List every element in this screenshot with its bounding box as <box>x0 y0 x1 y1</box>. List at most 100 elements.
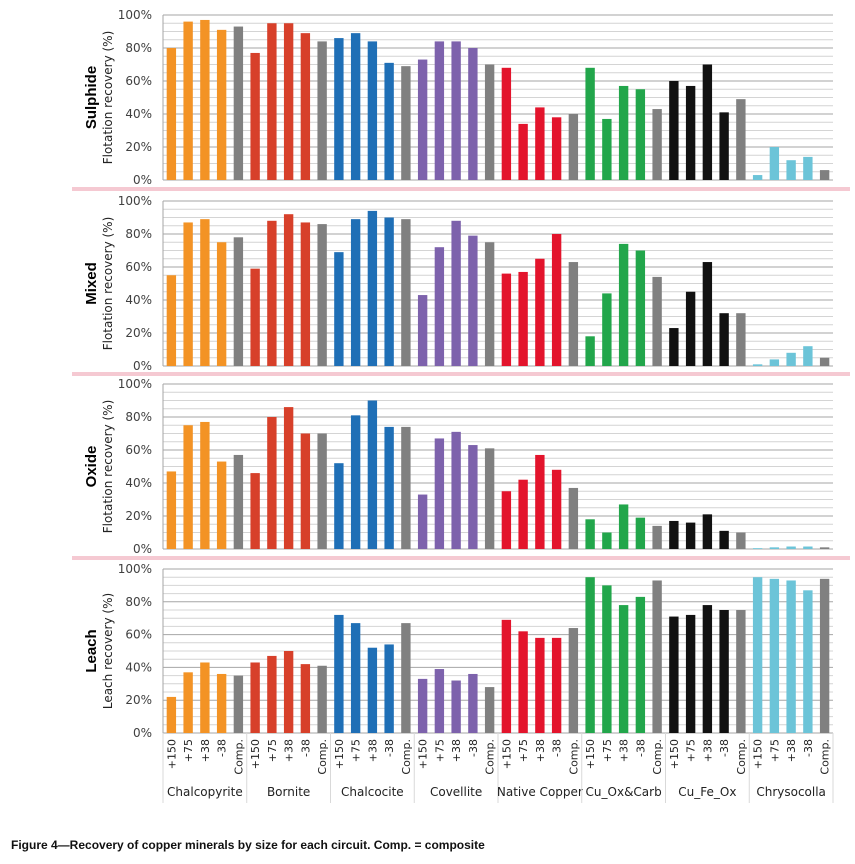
bar-sulphide-cu-ox-carb-plus75 <box>602 118 612 180</box>
bar-leach-chrysocolla-plus75 <box>769 578 780 733</box>
panel-separator <box>72 556 850 560</box>
bar-mixed-cu-fe-ox-minus38 <box>719 313 729 366</box>
bar-mixed-bornite-minus38 <box>300 222 311 366</box>
bar-sulphide-covellite-minus38 <box>468 48 478 180</box>
bar-oxide-chrysocolla-plus150 <box>752 548 763 549</box>
y-axis-label: Flotation recovery (%) <box>101 400 115 534</box>
bar-mixed-bornite-plus75 <box>267 220 277 366</box>
bar-oxide-chalcopyrite-plus38 <box>200 421 210 549</box>
bar-mixed-covellite-plus150 <box>417 295 428 366</box>
group-label: Covellite <box>430 785 482 799</box>
x-tick-label: -38 <box>802 739 815 757</box>
bar-mixed-covellite-comp <box>484 242 495 366</box>
y-tick-label: 100% <box>118 8 152 22</box>
bar-sulphide-chalcocite-minus38 <box>384 62 394 180</box>
bar-leach-cu-ox-carb-minus38 <box>635 596 646 733</box>
bar-mixed-chrysocolla-plus75 <box>769 359 780 366</box>
x-tick-label: +38 <box>199 739 212 762</box>
bar-leach-covellite-minus38 <box>468 673 478 733</box>
x-tick-label: +150 <box>752 739 765 769</box>
y-tick-label: 100% <box>118 194 152 208</box>
bar-leach-chalcopyrite-plus38 <box>200 662 210 733</box>
bar-sulphide-native-copper-plus75 <box>518 123 528 180</box>
bar-mixed-chalcopyrite-comp <box>233 237 244 366</box>
bar-mixed-native-copper-plus75 <box>518 271 528 366</box>
x-tick-label: Comp. <box>819 739 832 775</box>
bar-sulphide-chalcopyrite-minus38 <box>216 29 227 180</box>
panel-separator <box>72 372 850 376</box>
bar-oxide-cu-fe-ox-plus38 <box>702 514 713 549</box>
x-tick-label: Comp. <box>735 739 748 775</box>
bar-sulphide-cu-ox-carb-minus38 <box>635 89 646 180</box>
x-tick-label: +150 <box>249 739 262 769</box>
bar-mixed-native-copper-plus38 <box>535 258 545 366</box>
bar-oxide-chrysocolla-plus75 <box>769 547 780 549</box>
x-tick-label: +150 <box>417 739 430 769</box>
bar-mixed-cu-fe-ox-plus75 <box>685 291 696 366</box>
bar-sulphide-chalcopyrite-plus150 <box>166 48 177 180</box>
bar-leach-cu-ox-carb-plus150 <box>585 577 595 733</box>
bar-oxide-bornite-plus75 <box>267 417 277 549</box>
x-tick-label: +38 <box>618 739 631 762</box>
bar-sulphide-native-copper-comp <box>568 114 579 180</box>
bar-leach-chalcopyrite-plus75 <box>183 672 193 733</box>
panel-leach: 0% 20% 40% 60% 80% 100% Leach Leach recovery (%… <box>83 562 833 740</box>
panel-label: Leach <box>83 629 100 672</box>
x-tick-label: +75 <box>433 739 446 762</box>
bar-oxide-chalcopyrite-plus150 <box>166 471 177 549</box>
bar-leach-chalcocite-plus150 <box>334 614 344 733</box>
bar-mixed-cu-fe-ox-comp <box>736 313 746 366</box>
bar-sulphide-bornite-plus75 <box>267 23 277 180</box>
x-tick-label: +150 <box>165 739 178 769</box>
y-tick-label: 60% <box>125 628 152 642</box>
bar-sulphide-covellite-plus38 <box>451 41 461 181</box>
bar-mixed-chalcocite-plus150 <box>334 252 344 366</box>
bar-sulphide-chalcocite-plus38 <box>367 41 378 181</box>
bar-mixed-chalcopyrite-minus38 <box>216 242 227 366</box>
bar-mixed-cu-ox-carb-plus150 <box>585 336 595 366</box>
bar-sulphide-chrysocolla-plus75 <box>769 147 780 180</box>
x-tick-label: +75 <box>182 739 195 762</box>
panel-separator <box>72 187 850 191</box>
y-tick-label: 80% <box>125 410 152 424</box>
bar-mixed-bornite-plus38 <box>283 214 294 366</box>
panel-label: Sulphide <box>83 66 100 129</box>
x-tick-label: +38 <box>534 739 547 762</box>
x-tick-label: -38 <box>551 739 564 757</box>
bar-oxide-cu-ox-carb-comp <box>652 525 662 549</box>
bar-sulphide-cu-ox-carb-comp <box>652 109 662 180</box>
bar-leach-chalcopyrite-minus38 <box>216 673 227 733</box>
bar-sulphide-bornite-plus150 <box>250 52 260 181</box>
panel-label: Mixed <box>83 262 100 305</box>
bar-sulphide-native-copper-plus150 <box>501 67 512 180</box>
x-tick-label: +75 <box>601 739 614 762</box>
y-tick-label: 40% <box>125 476 152 490</box>
bar-leach-cu-ox-carb-plus75 <box>602 585 612 733</box>
bar-leach-chrysocolla-plus38 <box>786 580 796 733</box>
y-tick-label: 40% <box>125 660 152 674</box>
bar-leach-bornite-comp <box>317 665 327 733</box>
bar-oxide-chalcocite-plus38 <box>367 400 378 549</box>
bar-mixed-chalcopyrite-plus38 <box>200 219 210 366</box>
bar-sulphide-chalcocite-plus75 <box>350 33 361 181</box>
x-tick-label: +150 <box>668 739 681 769</box>
panel-oxide: 0% 20% 40% 60% 80% 100% Oxide Flotation recover… <box>83 377 833 556</box>
x-tick-label: +38 <box>283 739 296 762</box>
x-tick-label: -38 <box>634 739 647 757</box>
bar-sulphide-covellite-plus75 <box>434 41 445 181</box>
bar-mixed-native-copper-plus150 <box>501 273 512 366</box>
bar-oxide-chalcocite-comp <box>401 426 411 549</box>
bar-mixed-covellite-minus38 <box>468 235 478 366</box>
y-tick-label: 0% <box>133 542 152 556</box>
bar-leach-bornite-plus150 <box>250 662 260 733</box>
x-tick-label: +75 <box>517 739 530 762</box>
x-tick-label: +38 <box>785 739 798 762</box>
y-tick-label: 0% <box>133 359 152 373</box>
bar-oxide-cu-fe-ox-plus150 <box>669 520 679 549</box>
x-tick-label: -38 <box>467 739 480 757</box>
bar-leach-chrysocolla-plus150 <box>752 577 763 733</box>
bar-sulphide-cu-ox-carb-plus150 <box>585 67 595 180</box>
panel-sulphide: 0% 20% 40% 60% 80% 100% Sulphide Flotation reco… <box>83 8 833 187</box>
y-tick-label: 0% <box>133 726 152 740</box>
x-tick-label: Comp. <box>400 739 413 775</box>
